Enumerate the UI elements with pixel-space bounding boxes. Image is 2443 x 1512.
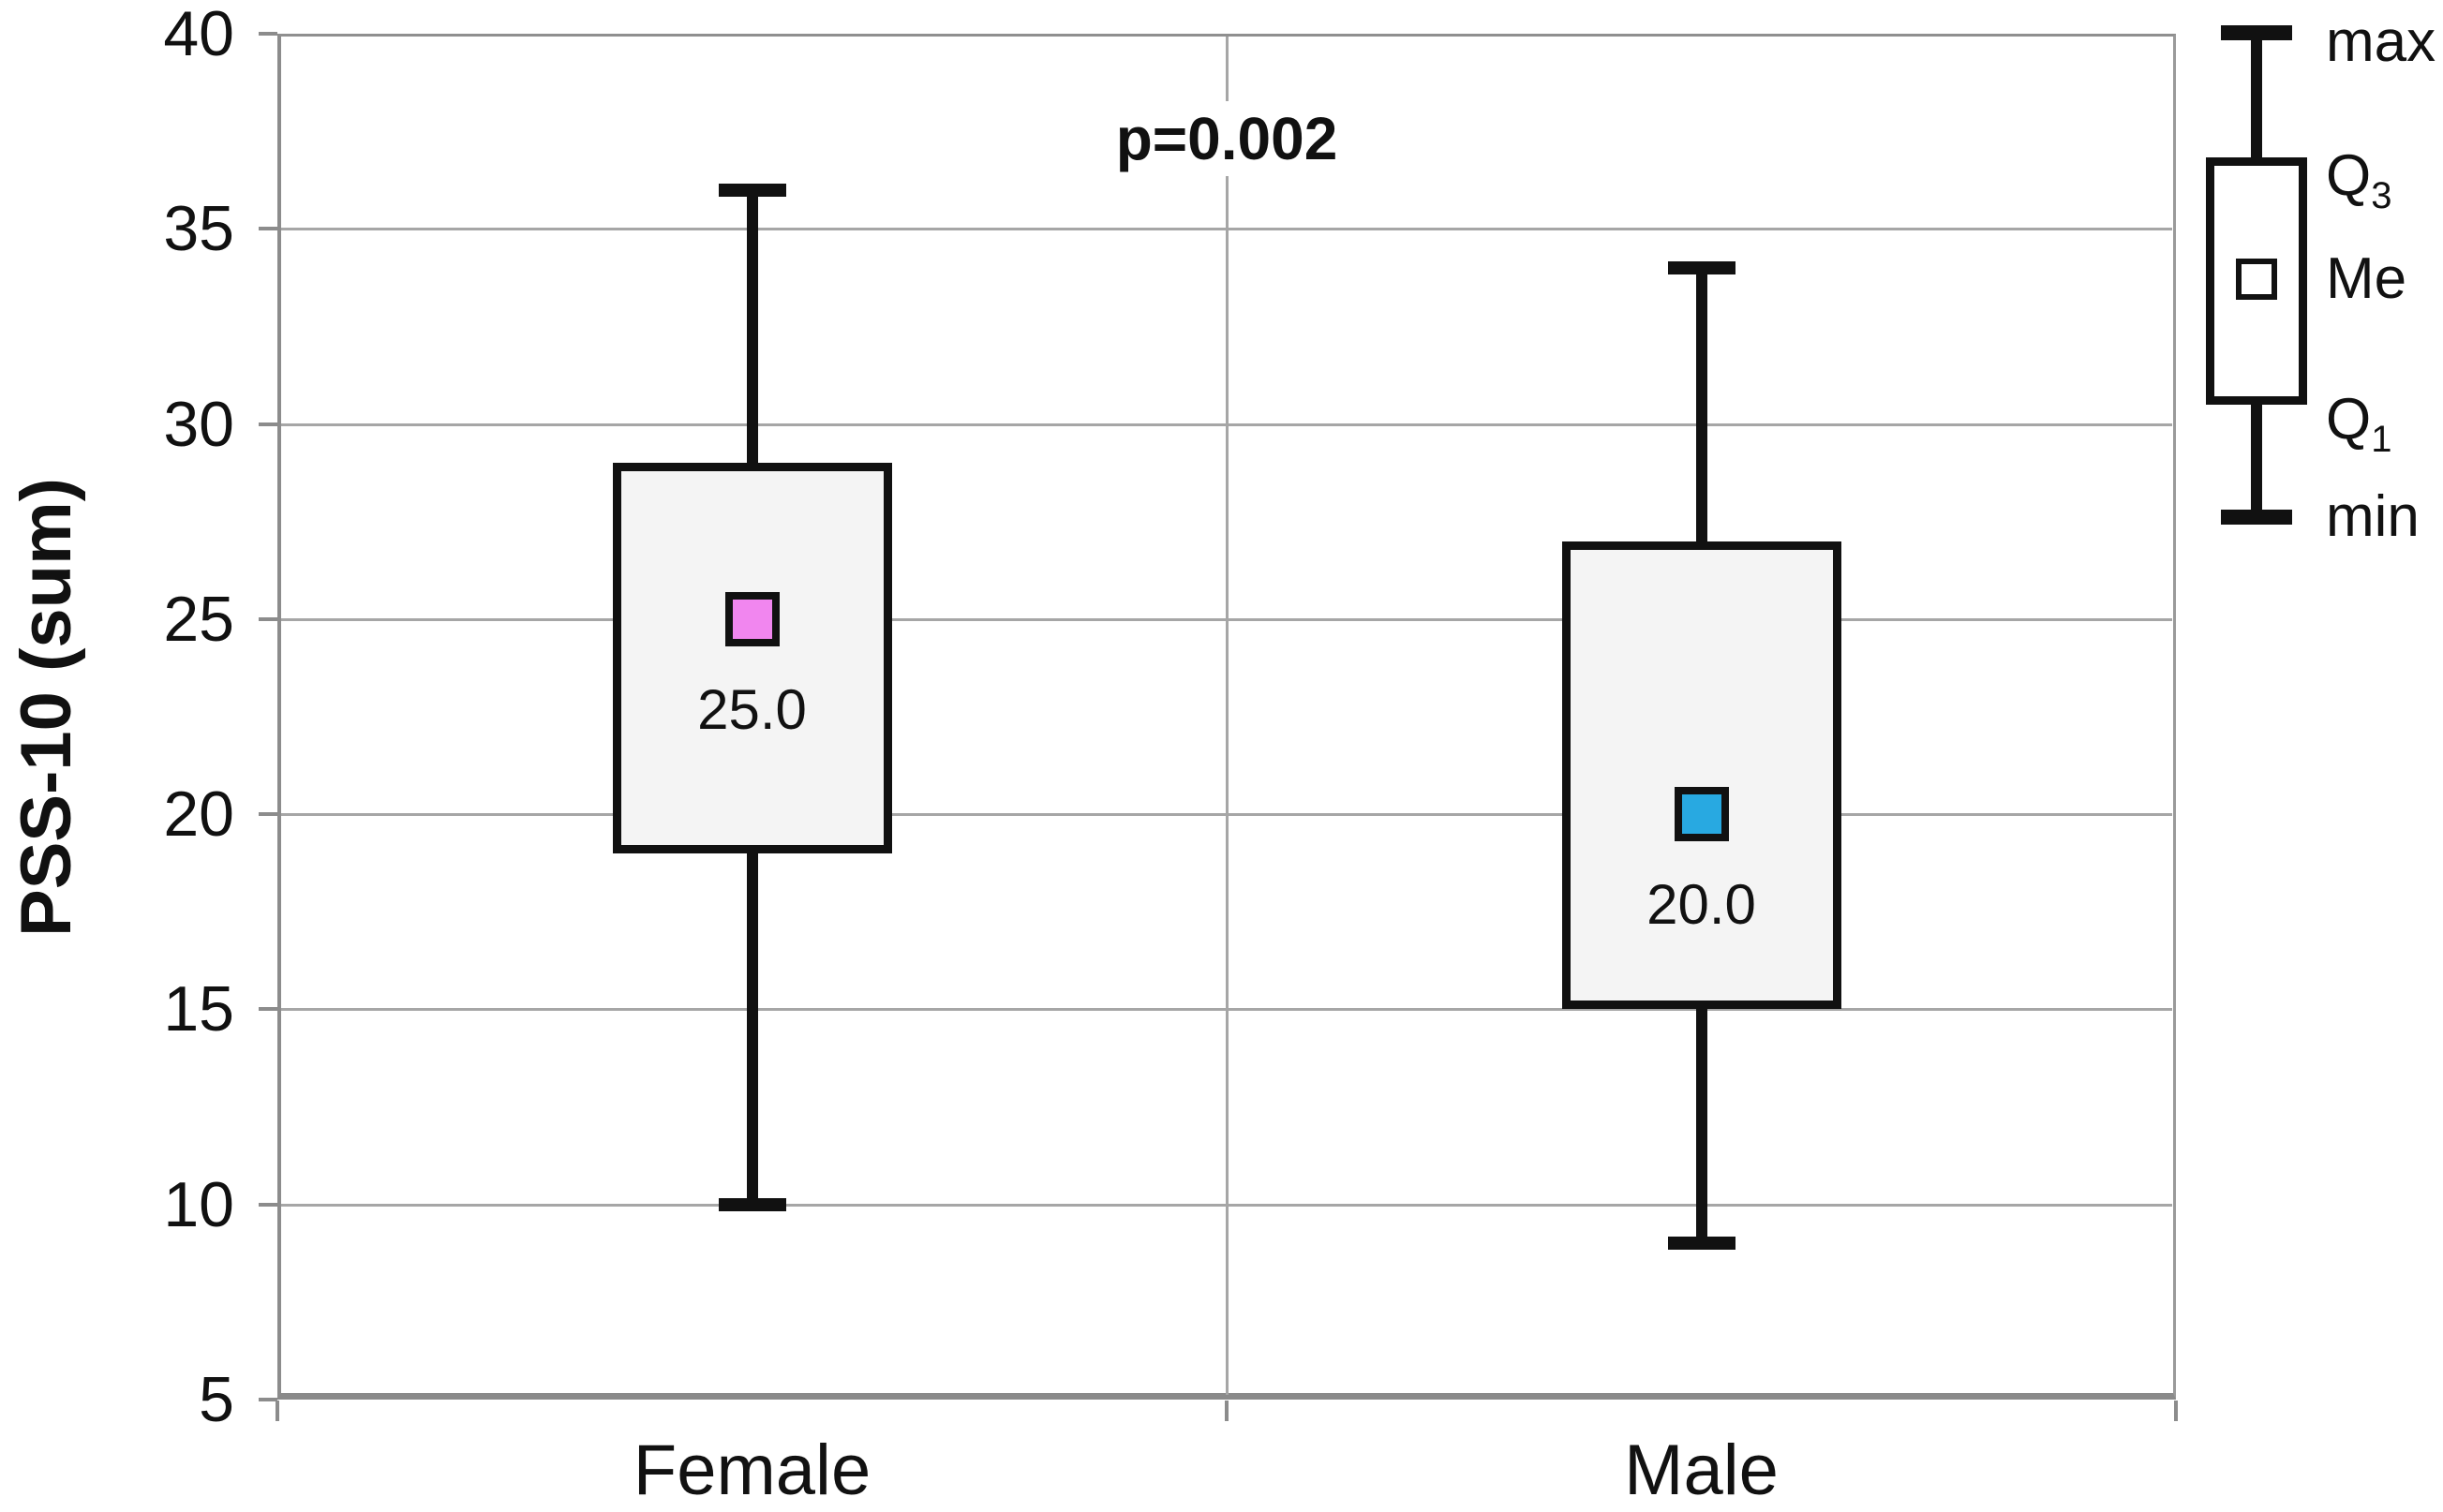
y-tick-mark (259, 32, 277, 36)
y-tick-label: 5 (199, 1364, 234, 1435)
legend-label-me-text: Me (2326, 246, 2407, 311)
legend-max-cap (2221, 25, 2292, 40)
male-min-cap (1667, 1237, 1735, 1251)
legend-label-q3-text: Q (2326, 143, 2372, 208)
y-tick-mark (259, 227, 277, 231)
category-divider (1226, 37, 1229, 1395)
female-median-value-label: 25.0 (697, 677, 807, 741)
y-tick-mark (259, 1007, 277, 1012)
y-tick-label: 15 (163, 973, 234, 1045)
p-value-annotation: p=0.002 (1091, 101, 1363, 176)
male-max-cap (1667, 260, 1735, 274)
legend-label-min: min (2326, 480, 2420, 555)
x-tick-mark (276, 1401, 279, 1421)
legend-label-max-text: max (2326, 9, 2436, 74)
y-tick-label: 40 (163, 0, 234, 69)
legend-label-q3-sub: 3 (2371, 175, 2392, 216)
legend-label-q1-text: Q (2326, 387, 2372, 452)
legend-whisker-line (2251, 33, 2262, 517)
legend-label-me: Me (2326, 242, 2406, 317)
x-category-label-female: Female (633, 1430, 871, 1510)
male-iqr-box (1561, 541, 1841, 1010)
female-min-cap (718, 1197, 786, 1211)
legend-label-q1: Q1 (2326, 382, 2392, 460)
y-tick-mark (259, 616, 277, 621)
legend-label-q3: Q3 (2326, 139, 2392, 216)
female-median-marker (724, 591, 780, 646)
y-tick-label: 25 (163, 583, 234, 655)
y-tick-mark (259, 422, 277, 426)
y-tick-label: 30 (163, 388, 234, 460)
legend-min-cap (2221, 510, 2292, 525)
legend-label-max: max (2326, 5, 2436, 80)
legend-label-q1-sub: 1 (2371, 419, 2392, 460)
x-tick-mark (2174, 1401, 2178, 1421)
x-tick-mark (1225, 1401, 1229, 1421)
female-max-cap (718, 183, 786, 197)
x-category-label-male: Male (1624, 1430, 1779, 1510)
plot-area (277, 34, 2176, 1400)
legend-box (2206, 157, 2307, 405)
female-iqr-box (612, 463, 892, 853)
y-tick-label: 35 (163, 193, 234, 265)
legend-median-marker (2236, 259, 2277, 300)
y-tick-mark (259, 1398, 277, 1401)
y-tick-label: 10 (163, 1168, 234, 1240)
y-tick-label: 20 (163, 778, 234, 851)
male-median-marker (1674, 787, 1729, 842)
y-tick-mark (259, 1202, 277, 1207)
y-tick-mark (259, 812, 277, 817)
male-median-value-label: 20.0 (1646, 873, 1756, 937)
legend-label-min-text: min (2326, 484, 2420, 549)
